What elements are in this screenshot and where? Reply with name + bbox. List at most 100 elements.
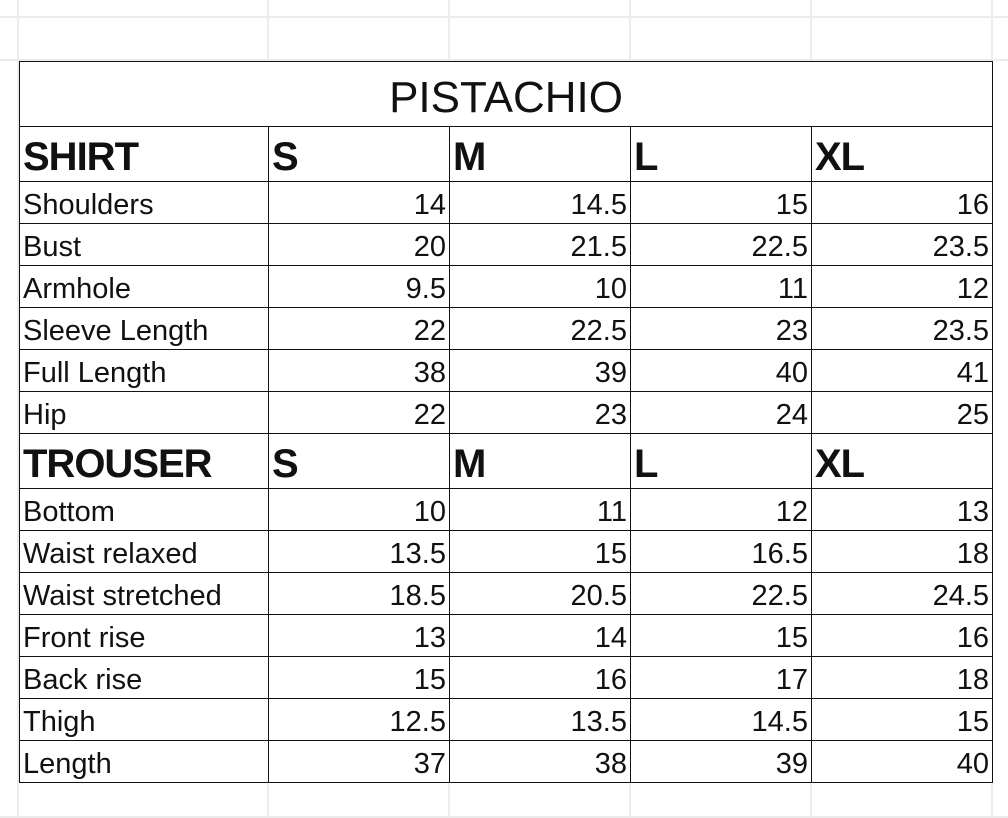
measurement-value[interactable]: 18.5 <box>268 572 450 615</box>
measurement-value[interactable]: 38 <box>268 349 450 392</box>
measurement-label[interactable]: Sleeve Length <box>19 307 269 350</box>
size-header[interactable]: M <box>449 433 631 489</box>
measurement-value[interactable]: 23 <box>449 391 631 434</box>
measurement-value[interactable]: 16 <box>810 614 994 657</box>
measurement-value[interactable]: 22 <box>268 391 450 434</box>
measurement-value[interactable]: 23.5 <box>810 307 994 350</box>
size-header[interactable]: L <box>630 433 812 489</box>
measurement-value[interactable]: 18 <box>810 530 994 573</box>
measurement-label[interactable]: Bottom <box>19 488 269 531</box>
measurement-value[interactable]: 14.5 <box>630 698 812 741</box>
measurement-value[interactable]: 22.5 <box>449 307 631 350</box>
table-row: Bust 20 21.5 22.5 23.5 <box>19 223 994 266</box>
measurement-value[interactable]: 15 <box>630 614 812 657</box>
measurement-value[interactable]: 16.5 <box>630 530 812 573</box>
table-row: Bottom 10 11 12 13 <box>19 488 994 531</box>
measurement-value[interactable]: 16 <box>449 656 631 699</box>
size-header[interactable]: XL <box>810 126 994 182</box>
measurement-label[interactable]: Shoulders <box>19 181 269 224</box>
table-row: Armhole 9.5 10 11 12 <box>19 265 994 308</box>
measurement-value[interactable]: 12 <box>810 265 994 308</box>
measurement-value[interactable]: 12 <box>630 488 812 531</box>
measurement-value[interactable]: 14 <box>268 181 450 224</box>
measurement-value[interactable]: 13.5 <box>449 698 631 741</box>
measurement-value[interactable]: 12.5 <box>268 698 450 741</box>
measurement-label[interactable]: Front rise <box>19 614 269 657</box>
section-header-shirt: SHIRT S M L XL <box>19 126 994 182</box>
size-header[interactable]: M <box>449 126 631 182</box>
measurement-label[interactable]: Waist relaxed <box>19 530 269 573</box>
measurement-value[interactable]: 14 <box>449 614 631 657</box>
table-row: Sleeve Length 22 22.5 23 23.5 <box>19 307 994 350</box>
section-name[interactable]: TROUSER <box>19 433 269 489</box>
table-row: Thigh 12.5 13.5 14.5 15 <box>19 698 994 741</box>
table-row: Waist stretched 18.5 20.5 22.5 24.5 <box>19 572 994 615</box>
measurement-value[interactable]: 39 <box>449 349 631 392</box>
measurement-value[interactable]: 22.5 <box>630 223 812 266</box>
gridline <box>448 0 450 61</box>
measurement-value[interactable]: 40 <box>630 349 812 392</box>
measurement-label[interactable]: Hip <box>19 391 269 434</box>
measurement-value[interactable]: 24 <box>630 391 812 434</box>
measurement-label[interactable]: Armhole <box>19 265 269 308</box>
measurement-label[interactable]: Thigh <box>19 698 269 741</box>
measurement-value[interactable]: 21.5 <box>449 223 631 266</box>
measurement-value[interactable]: 22.5 <box>630 572 812 615</box>
measurement-value[interactable]: 15 <box>449 530 631 573</box>
size-header[interactable]: L <box>630 126 812 182</box>
measurement-value[interactable]: 20 <box>268 223 450 266</box>
measurement-value[interactable]: 15 <box>268 656 450 699</box>
chart-title[interactable]: PISTACHIO <box>18 61 994 127</box>
measurement-label[interactable]: Bust <box>19 223 269 266</box>
measurement-value[interactable]: 13 <box>810 488 994 531</box>
measurement-value[interactable]: 22 <box>268 307 450 350</box>
measurement-value[interactable]: 10 <box>449 265 631 308</box>
measurement-value[interactable]: 15 <box>630 181 812 224</box>
measurement-value[interactable]: 24.5 <box>810 572 994 615</box>
measurement-label[interactable]: Full Length <box>19 349 269 392</box>
measurement-value[interactable]: 23.5 <box>810 223 994 266</box>
gridline <box>267 776 269 816</box>
size-header[interactable]: S <box>268 433 450 489</box>
measurement-label[interactable]: Waist stretched <box>19 572 269 615</box>
measurement-value[interactable]: 41 <box>810 349 994 392</box>
measurement-value[interactable]: 40 <box>810 740 994 783</box>
size-header[interactable]: XL <box>810 433 994 489</box>
size-chart-sheet: PISTACHIO SHIRT S M L XL Shoulders 14 14.5 15 16 B… <box>18 61 994 783</box>
measurement-value[interactable]: 17 <box>630 656 812 699</box>
measurement-value[interactable]: 38 <box>449 740 631 783</box>
size-header[interactable]: S <box>268 126 450 182</box>
measurement-value[interactable]: 39 <box>630 740 812 783</box>
measurement-value[interactable]: 25 <box>810 391 994 434</box>
gridline <box>267 0 269 61</box>
table-row: Back rise 15 16 17 18 <box>19 656 994 699</box>
gridline <box>629 0 631 61</box>
measurement-value[interactable]: 11 <box>449 488 631 531</box>
table-row: Length 37 38 39 40 <box>19 740 994 783</box>
measurement-label[interactable]: Back rise <box>19 656 269 699</box>
measurement-value[interactable]: 18 <box>810 656 994 699</box>
measurement-value[interactable]: 16 <box>810 181 994 224</box>
measurement-value[interactable]: 11 <box>630 265 812 308</box>
section-name[interactable]: SHIRT <box>19 126 269 182</box>
measurement-value[interactable]: 10 <box>268 488 450 531</box>
table-row: Full Length 38 39 40 41 <box>19 349 994 392</box>
size-chart-table: PISTACHIO SHIRT S M L XL Shoulders 14 14.5 15 16 B… <box>18 61 994 783</box>
measurement-value[interactable]: 20.5 <box>449 572 631 615</box>
gridline <box>0 16 1008 18</box>
measurement-value[interactable]: 37 <box>268 740 450 783</box>
table-row: Hip 22 23 24 25 <box>19 391 994 434</box>
gridline <box>448 776 450 816</box>
table-row: Waist relaxed 13.5 15 16.5 18 <box>19 530 994 573</box>
measurement-value[interactable]: 14.5 <box>449 181 631 224</box>
title-row: PISTACHIO <box>18 61 994 127</box>
gridline <box>0 59 1008 61</box>
measurement-value[interactable]: 15 <box>810 698 994 741</box>
table-row: Shoulders 14 14.5 15 16 <box>19 181 994 224</box>
measurement-label[interactable]: Length <box>19 740 269 783</box>
measurement-value[interactable]: 13.5 <box>268 530 450 573</box>
measurement-value[interactable]: 9.5 <box>268 265 450 308</box>
gridline <box>629 776 631 816</box>
measurement-value[interactable]: 13 <box>268 614 450 657</box>
measurement-value[interactable]: 23 <box>630 307 812 350</box>
